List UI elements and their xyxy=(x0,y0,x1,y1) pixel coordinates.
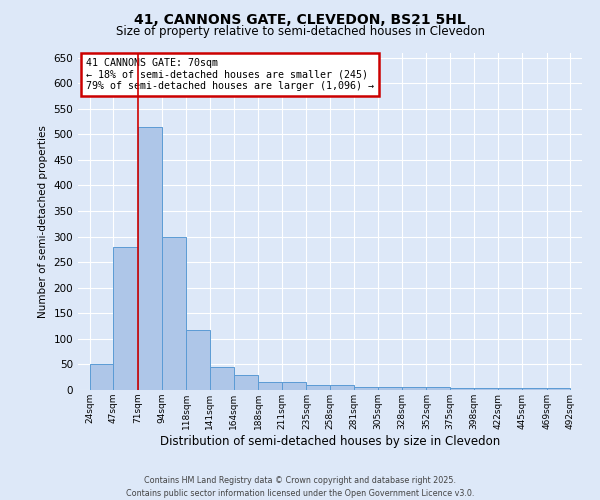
Text: 41, CANNONS GATE, CLEVEDON, BS21 5HL: 41, CANNONS GATE, CLEVEDON, BS21 5HL xyxy=(134,12,466,26)
Bar xyxy=(499,388,522,390)
Bar xyxy=(113,247,138,390)
Bar xyxy=(307,385,330,390)
Bar xyxy=(474,388,499,390)
Bar xyxy=(353,388,378,390)
Bar xyxy=(90,364,113,390)
Bar xyxy=(330,385,353,390)
Text: Size of property relative to semi-detached houses in Clevedon: Size of property relative to semi-detach… xyxy=(115,25,485,38)
Y-axis label: Number of semi-detached properties: Number of semi-detached properties xyxy=(38,125,48,318)
Bar xyxy=(547,388,570,390)
Bar xyxy=(522,388,547,390)
Bar xyxy=(427,388,450,390)
Bar xyxy=(258,382,282,390)
Bar xyxy=(233,374,258,390)
X-axis label: Distribution of semi-detached houses by size in Clevedon: Distribution of semi-detached houses by … xyxy=(160,434,500,448)
Bar xyxy=(138,126,161,390)
Bar xyxy=(210,367,233,390)
Bar xyxy=(378,388,402,390)
Bar xyxy=(450,388,474,390)
Bar xyxy=(402,388,427,390)
Bar xyxy=(161,236,186,390)
Bar xyxy=(186,330,210,390)
Bar xyxy=(282,382,307,390)
Text: Contains HM Land Registry data © Crown copyright and database right 2025.
Contai: Contains HM Land Registry data © Crown c… xyxy=(126,476,474,498)
Text: 41 CANNONS GATE: 70sqm
← 18% of semi-detached houses are smaller (245)
79% of se: 41 CANNONS GATE: 70sqm ← 18% of semi-det… xyxy=(86,58,374,91)
